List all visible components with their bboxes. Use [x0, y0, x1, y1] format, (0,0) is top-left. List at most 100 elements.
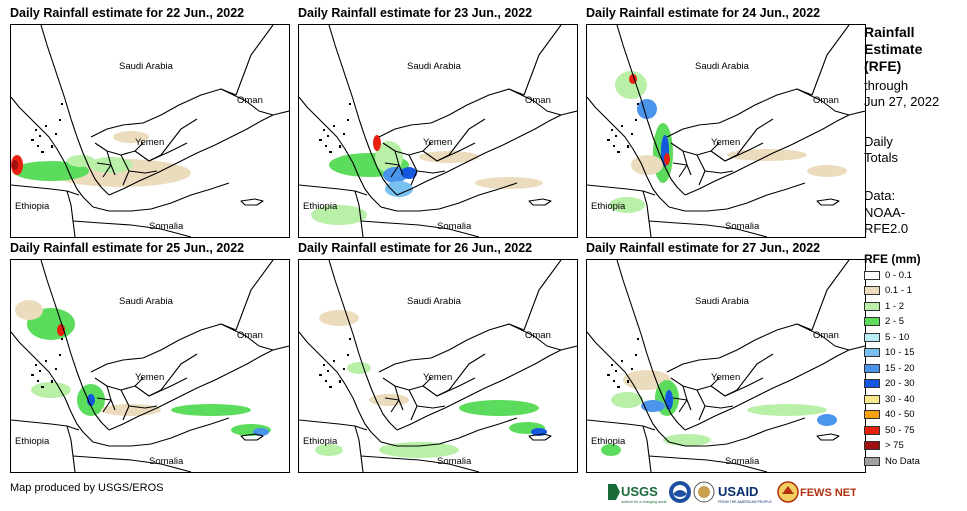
legend-swatch	[864, 286, 880, 295]
island-markers	[607, 103, 639, 153]
rain-area	[664, 153, 670, 165]
rain-area	[171, 404, 251, 416]
rain-area	[663, 434, 711, 446]
label-yemen: Yemen	[135, 372, 164, 383]
legend-swatch	[864, 410, 880, 419]
legend-item: 0.1 - 1	[864, 284, 912, 298]
island-markers	[319, 338, 351, 388]
legend-title-line: (RFE)	[864, 58, 902, 74]
legend-label: 10 - 15	[885, 347, 915, 358]
label-saudi-arabia: Saudi Arabia	[695, 296, 750, 307]
rain-area	[31, 382, 71, 398]
rainfall-map: Saudi Arabia Oman Yemen Ethiopia Somalia	[586, 24, 866, 238]
rainfall-map: Saudi Arabia Oman Yemen Ethiopia Somalia	[10, 24, 290, 238]
label-yemen: Yemen	[423, 372, 452, 383]
label-ethiopia: Ethiopia	[591, 436, 626, 447]
country-boundaries	[299, 260, 577, 472]
legend-swatch	[864, 317, 880, 326]
rain-area	[727, 149, 807, 161]
label-yemen: Yemen	[711, 372, 740, 383]
rain-area	[311, 205, 367, 225]
rainfall-layer	[315, 310, 547, 458]
rainfall-layer	[601, 370, 837, 456]
legend-label: 1 - 2	[885, 300, 905, 312]
legend-item: > 75	[864, 439, 904, 453]
usaid-seal	[693, 481, 715, 503]
rain-area	[347, 362, 371, 374]
rainfall-map: Saudi Arabia Oman Yemen Ethiopia Somalia	[298, 259, 578, 473]
legend-item: No Data	[864, 454, 920, 468]
usgs-logo: USGS science for a changing world	[608, 484, 668, 504]
rain-area	[665, 390, 673, 410]
label-ethiopia: Ethiopia	[15, 436, 50, 447]
rain-area	[817, 414, 837, 426]
rain-area	[12, 160, 18, 170]
map-panel-22-jun: Daily Rainfall estimate for 22 Jun., 202…	[10, 6, 290, 238]
label-somalia: Somalia	[725, 456, 760, 467]
fewsnet-logo-text: FEWS NET	[800, 487, 856, 499]
noaa-logo	[669, 481, 691, 503]
label-oman: Oman	[813, 330, 839, 341]
rain-area	[369, 394, 409, 406]
usaid-logo: USAID FROM THE AMERICAN PEOPLE	[718, 484, 772, 504]
legend-swatch	[864, 394, 880, 404]
panel-title: Daily Rainfall estimate for 26 Jun., 202…	[298, 241, 533, 255]
legend-swatch	[864, 270, 880, 280]
label-saudi-arabia: Saudi Arabia	[695, 61, 750, 72]
legend-through: through	[864, 78, 909, 93]
legend-swatch	[864, 425, 880, 435]
label-ethiopia: Ethiopia	[591, 201, 626, 212]
rainfall-map: Saudi Arabia Oman Yemen Ethiopia Somalia	[586, 259, 866, 473]
rain-area	[385, 181, 413, 197]
legend-data-label: Data:	[864, 188, 896, 203]
label-saudi-arabia: Saudi Arabia	[407, 61, 462, 72]
rain-area	[113, 131, 149, 143]
island-markers	[31, 103, 63, 153]
rain-area	[459, 400, 539, 416]
label-yemen: Yemen	[135, 137, 164, 148]
legend-swatch	[864, 348, 880, 357]
rain-area	[601, 444, 621, 456]
rain-area	[747, 404, 827, 416]
legend-item: 15 - 20	[864, 361, 915, 375]
rain-area	[475, 177, 543, 189]
rain-area	[319, 310, 359, 326]
country-boundaries	[587, 260, 865, 472]
legend-data-product: RFE2.0	[864, 221, 909, 236]
map-panel-23-jun: Daily Rainfall estimate for 23 Jun., 202…	[298, 6, 578, 238]
rain-area	[401, 167, 417, 179]
legend-label: 15 - 20	[885, 362, 915, 374]
legend-data-source: NOAA-	[864, 205, 906, 220]
legend-item: 20 - 30	[864, 377, 915, 391]
map-panel-25-jun: Daily Rainfall estimate for 25 Jun., 202…	[10, 241, 290, 473]
legend-rfe-heading: RFE (mm)	[864, 252, 921, 266]
legend-title-line: Rainfall	[864, 24, 915, 40]
label-yemen: Yemen	[423, 137, 452, 148]
country-boundaries	[11, 260, 289, 472]
panel-title: Daily Rainfall estimate for 23 Jun., 202…	[298, 6, 533, 20]
label-oman: Oman	[525, 330, 551, 341]
legend-through-date: Jun 27, 2022	[864, 94, 940, 109]
legend-swatch	[864, 363, 880, 373]
label-somalia: Somalia	[149, 456, 184, 467]
legend-swatch	[864, 456, 880, 466]
label-somalia: Somalia	[149, 221, 184, 232]
label-oman: Oman	[525, 95, 551, 106]
island-markers	[607, 338, 639, 388]
legend-label: 30 - 40	[885, 393, 915, 405]
rainfall-layer	[609, 71, 847, 213]
legend-item: 5 - 10	[864, 330, 909, 344]
legend-item: 2 - 5	[864, 315, 904, 329]
panel-title: Daily Rainfall estimate for 22 Jun., 202…	[10, 6, 245, 20]
map-panel-24-jun: Daily Rainfall estimate for 24 Jun., 202…	[586, 6, 866, 238]
legend-item: 10 - 15	[864, 346, 915, 360]
island-markers	[31, 338, 63, 388]
map-panel-26-jun: Daily Rainfall estimate for 26 Jun., 202…	[298, 241, 578, 473]
rain-area	[373, 135, 381, 151]
label-oman: Oman	[237, 95, 263, 106]
legend-label: > 75	[885, 440, 904, 451]
legend-item: 50 - 75	[864, 423, 915, 437]
rain-area	[631, 155, 663, 175]
legend-label: 50 - 75	[885, 424, 915, 436]
rain-area	[67, 155, 95, 167]
